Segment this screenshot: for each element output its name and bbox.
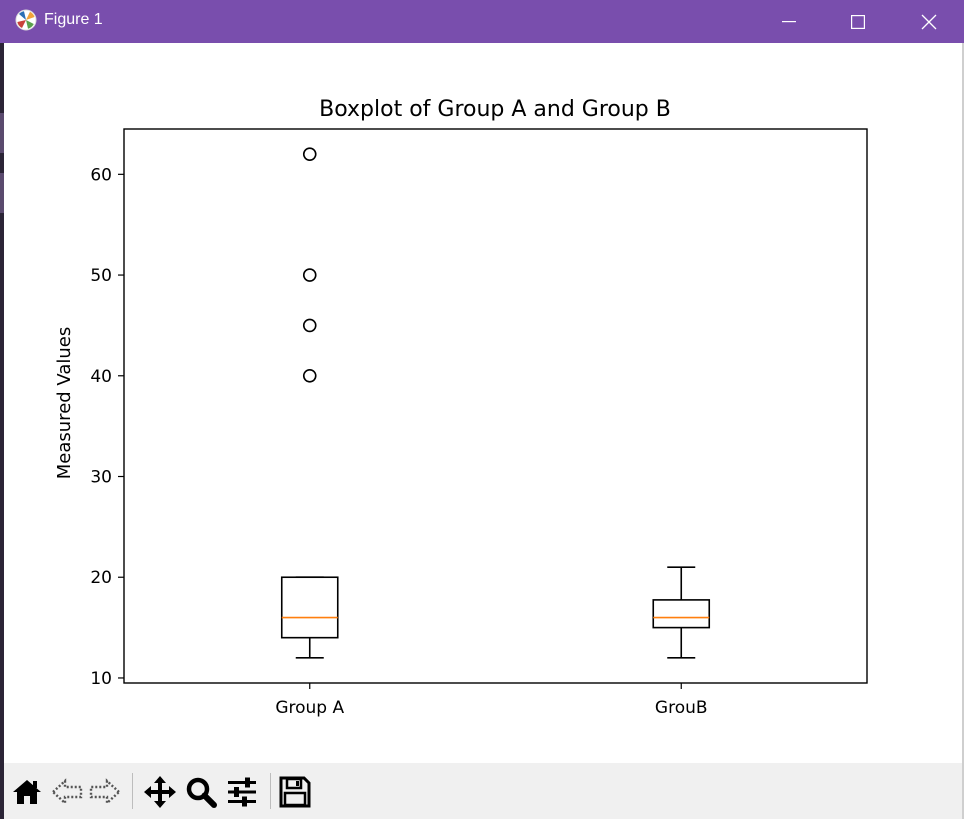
y-tick-label: 40 (90, 367, 112, 387)
toolbar-separator (132, 773, 133, 809)
save-icon (279, 776, 311, 812)
y-tick-label: 60 (90, 165, 112, 185)
close-icon (921, 14, 937, 30)
pan-button[interactable] (141, 775, 179, 813)
back-button[interactable] (48, 775, 86, 813)
plot-marks (280, 147, 711, 659)
forward-arrow-icon (89, 778, 121, 810)
chart-title: Boxplot of Group A and Group B (319, 97, 671, 122)
minimize-button[interactable] (754, 0, 824, 43)
x-tick-label: GrouB (655, 698, 708, 718)
zoom-button[interactable] (182, 775, 220, 813)
close-button[interactable] (894, 0, 964, 43)
box-group (280, 147, 339, 659)
outlier-point (302, 268, 317, 282)
toolbar-separator (270, 773, 271, 809)
window-right-edge (962, 43, 964, 819)
outlier-point (302, 318, 317, 333)
iqr-box (280, 576, 339, 639)
pan-icon (143, 775, 177, 813)
configure-subplots-button[interactable] (223, 775, 261, 813)
minimize-icon (782, 20, 796, 23)
title-bar: Figure 1 (0, 0, 964, 43)
configure-subplots-icon (226, 777, 258, 811)
matplotlib-logo-icon (15, 9, 37, 31)
y-tick-label: 20 (90, 568, 112, 588)
y-axis-label: Measured Values (54, 327, 75, 479)
home-icon (12, 778, 42, 810)
x-tick-label: Group A (275, 698, 344, 718)
y-tick-label: 30 (90, 468, 112, 488)
outlier-point (302, 368, 317, 383)
axes-frame (123, 128, 868, 684)
iqr-box (652, 599, 711, 629)
window-title: Figure 1 (44, 11, 103, 28)
zoom-icon (185, 776, 217, 812)
axes: 10 20 30 40 50 60 Group A GrouB (90, 128, 868, 718)
maximize-icon (851, 14, 865, 29)
maximize-button[interactable] (823, 0, 893, 43)
home-button[interactable] (8, 775, 46, 813)
forward-button[interactable] (86, 775, 124, 813)
save-button[interactable] (276, 775, 314, 813)
navigation-toolbar (4, 763, 962, 819)
back-arrow-icon (51, 778, 83, 810)
y-tick-label: 50 (90, 266, 112, 286)
y-tick-label: 10 (90, 669, 112, 689)
boxplot-figure[interactable]: Boxplot of Group A and Group B Measured … (4, 43, 960, 763)
box-group (652, 566, 711, 659)
outlier-point (302, 147, 317, 161)
window-left-edge (0, 43, 4, 819)
